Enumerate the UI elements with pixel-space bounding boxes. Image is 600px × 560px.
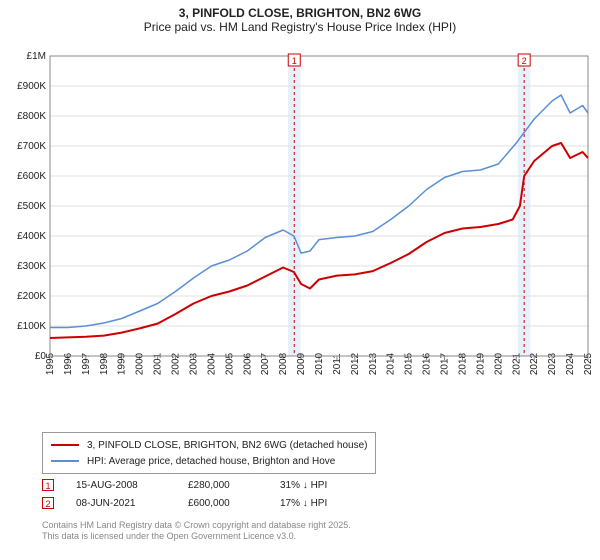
svg-text:£500K: £500K: [17, 201, 46, 212]
legend-swatch-price: [51, 444, 79, 446]
marker-badge: 2: [42, 497, 54, 509]
legend-label: HPI: Average price, detached house, Brig…: [87, 456, 335, 467]
svg-text:£300K: £300K: [17, 261, 46, 272]
marker-row: 1 15-AUG-2008 £280,000 31% ↓ HPI: [42, 476, 327, 494]
svg-text:£1M: £1M: [27, 51, 46, 62]
legend-swatch-hpi: [51, 460, 79, 462]
svg-text:£800K: £800K: [17, 111, 46, 122]
svg-text:£900K: £900K: [17, 81, 46, 92]
svg-text:2: 2: [522, 56, 527, 66]
marker-table: 1 15-AUG-2008 £280,000 31% ↓ HPI 2 08-JU…: [42, 476, 327, 512]
title-sub: Price paid vs. HM Land Registry's House …: [0, 20, 600, 34]
title-main: 3, PINFOLD CLOSE, BRIGHTON, BN2 6WG: [0, 6, 600, 20]
marker-badge: 1: [42, 479, 54, 491]
chart-title-block: 3, PINFOLD CLOSE, BRIGHTON, BN2 6WG Pric…: [0, 0, 600, 36]
marker-price: £280,000: [188, 480, 258, 491]
marker-diff: 31% ↓ HPI: [280, 480, 327, 491]
svg-text:£100K: £100K: [17, 321, 46, 332]
svg-text:£600K: £600K: [17, 171, 46, 182]
legend: 3, PINFOLD CLOSE, BRIGHTON, BN2 6WG (det…: [42, 432, 376, 474]
marker-date: 08-JUN-2021: [76, 498, 166, 509]
marker-row: 2 08-JUN-2021 £600,000 17% ↓ HPI: [42, 494, 327, 512]
legend-item: HPI: Average price, detached house, Brig…: [51, 453, 367, 469]
legend-item: 3, PINFOLD CLOSE, BRIGHTON, BN2 6WG (det…: [51, 437, 367, 453]
marker-diff: 17% ↓ HPI: [280, 498, 327, 509]
chart-svg: £0£100K£200K£300K£400K£500K£600K£700K£80…: [8, 50, 592, 390]
attribution: Contains HM Land Registry data © Crown c…: [42, 520, 590, 543]
attribution-line: Contains HM Land Registry data © Crown c…: [42, 520, 590, 531]
svg-text:1: 1: [292, 56, 297, 66]
marker-date: 15-AUG-2008: [76, 480, 166, 491]
svg-text:£400K: £400K: [17, 231, 46, 242]
svg-text:£700K: £700K: [17, 141, 46, 152]
legend-label: 3, PINFOLD CLOSE, BRIGHTON, BN2 6WG (det…: [87, 440, 367, 451]
attribution-line: This data is licensed under the Open Gov…: [42, 531, 590, 542]
marker-price: £600,000: [188, 498, 258, 509]
chart: £0£100K£200K£300K£400K£500K£600K£700K£80…: [8, 50, 592, 390]
svg-text:£200K: £200K: [17, 291, 46, 302]
